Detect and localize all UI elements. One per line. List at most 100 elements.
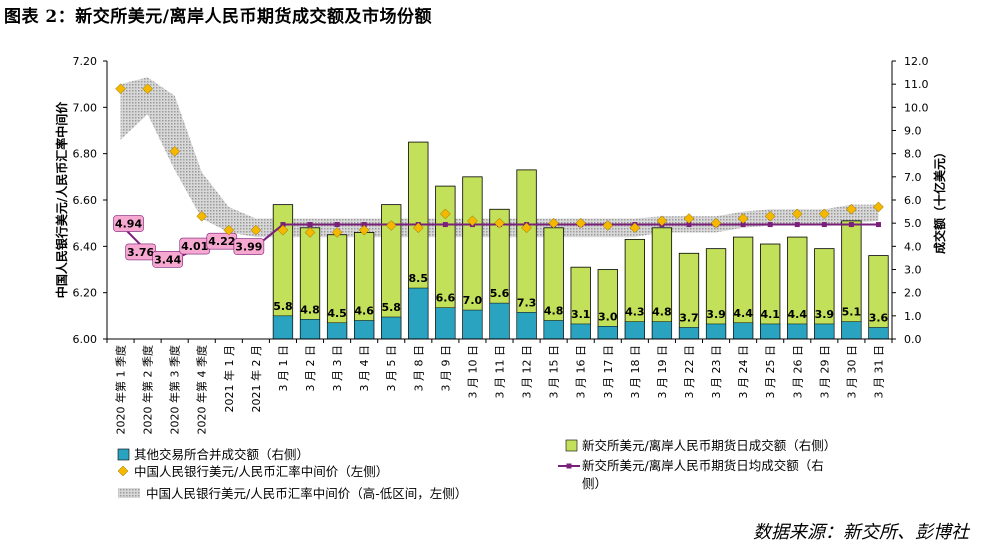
- x-tick-label: 3 月 23 日: [710, 345, 723, 399]
- legend-label-sgx: 新交所美元/离岸人民币期货日成交额（右侧）: [582, 438, 836, 453]
- average-label: 4.22: [208, 235, 235, 248]
- sgx-volume-label: 5.8: [273, 300, 293, 313]
- left-tick-label: 6.20: [73, 287, 98, 300]
- sgx-volume-label: 3.0: [598, 310, 618, 323]
- sgx-volume-label: 3.9: [706, 308, 726, 321]
- other-volume-bar: [543, 320, 564, 340]
- other-volume-bar: [787, 323, 808, 340]
- legend-label-avg-line2: 侧）: [582, 476, 607, 491]
- average-marker: [334, 222, 340, 228]
- other-volume-bar: [868, 327, 889, 340]
- right-tick-label: 9.0: [904, 125, 922, 138]
- right-tick-label: 5.0: [904, 217, 922, 230]
- other-volume-bar: [435, 307, 456, 340]
- x-tick-label: 2020 年第 4 季度: [195, 345, 209, 434]
- left-tick-label: 7.00: [73, 101, 98, 114]
- fixing-diamond: [385, 220, 397, 231]
- other-volume-bar: [462, 309, 483, 340]
- average-label: 4.01: [181, 240, 208, 253]
- left-tick-label: 6.40: [73, 240, 98, 253]
- average-marker: [361, 222, 367, 228]
- x-tick-label: 3 月 3 日: [331, 345, 344, 392]
- average-marker: [848, 222, 854, 228]
- x-tick-label: 3 月 25 日: [764, 345, 777, 399]
- x-tick-label: 3 月 10 日: [466, 345, 479, 399]
- x-tick-label: 3 月 26 日: [791, 345, 804, 399]
- left-tick-label: 7.20: [73, 55, 98, 68]
- x-tick-label: 3 月 2 日: [304, 345, 317, 392]
- right-tick-label: 12.0: [904, 55, 929, 68]
- fixing-markers: [115, 83, 884, 238]
- other-volume-bar: [814, 323, 835, 340]
- x-tick-label: 3 月 9 日: [439, 345, 452, 392]
- other-volume-bar: [841, 321, 862, 340]
- fixing-diamond: [115, 83, 126, 95]
- average-marker: [767, 222, 773, 228]
- average-label-box: [152, 251, 183, 268]
- chart-title: 图表 2：新交所美元/离岸人民币期货成交额及市场份额: [4, 7, 432, 27]
- other-volume-bar: [597, 326, 618, 340]
- average-marker: [280, 222, 286, 228]
- sgx-volume-bar: [678, 252, 700, 340]
- sgx-volume-label: 4.1: [760, 308, 780, 321]
- average-label: 4.94: [115, 218, 142, 231]
- axes: 6.00 6.20 6.40 6.60 6.80 7.00 7.20 0.0 1.0 2.0 3.0…: [54, 55, 947, 434]
- sgx-volume-bar: [841, 220, 862, 340]
- x-tick-label: 3 月 1 日: [277, 345, 290, 392]
- x-tick-label: 3 月 22 日: [683, 345, 696, 399]
- sgx-volume-label: 3.1: [571, 308, 591, 321]
- sgx-volume-label: 4.4: [788, 308, 808, 321]
- sgx-volume-label: 4.8: [300, 303, 320, 316]
- sgx-volume-label: 7.3: [517, 296, 537, 309]
- sgx-volume-bar: [868, 255, 889, 340]
- other-volume-bar: [516, 312, 537, 340]
- legend-label-avg-line1: 新交所美元/离岸人民币期货日均成交额（右: [582, 458, 824, 473]
- x-tick-label: 3 月 4 日: [358, 345, 371, 392]
- fixing-range-area: [120, 77, 879, 238]
- x-tick-label: 3 月 12 日: [521, 345, 534, 399]
- average-label-box: [233, 238, 265, 255]
- left-axis-title: 中国人民银行美元/人民币汇率中间价: [54, 101, 69, 298]
- sgx-volume-label: 3.7: [679, 311, 699, 324]
- right-tick-label: 8.0: [904, 148, 922, 161]
- fixing-diamond: [250, 224, 262, 236]
- legend-swatch-avg-marker: [566, 463, 572, 469]
- x-tick-label: 3 月 19 日: [656, 345, 669, 399]
- other-volume-bar: [570, 323, 591, 340]
- fixing-diamond: [710, 217, 722, 229]
- x-tick-label: 3 月 24 日: [737, 345, 750, 399]
- other-volume-bar: [300, 319, 321, 340]
- right-tick-label: 2.0: [904, 287, 922, 300]
- fixing-range-band: [120, 77, 879, 238]
- x-tick-label: 2020 年第 3 季度: [168, 345, 182, 434]
- right-axis-title: 成交额（十亿美元）: [932, 146, 947, 254]
- legend-label-fixing: 中国人民银行美元/人民币汇率中间价（左侧）: [134, 464, 388, 479]
- x-tick-label: 3 月 11 日: [494, 345, 507, 399]
- average-label: 3.76: [127, 246, 154, 259]
- right-tick-label: 1.0: [904, 310, 922, 323]
- fixing-diamond: [791, 208, 803, 220]
- other-volume-bar: [354, 320, 375, 340]
- other-volume-bar: [381, 316, 402, 340]
- sgx-volume-label: 3.9: [815, 308, 835, 321]
- left-tick-label: 6.60: [73, 194, 98, 207]
- x-tick-label: 3 月 18 日: [629, 345, 642, 399]
- average-marker: [875, 222, 881, 228]
- fixing-diamond: [764, 210, 776, 222]
- average-marker: [307, 222, 313, 228]
- sgx-volume-label: 4.4: [733, 307, 753, 320]
- fixing-diamond: [602, 220, 614, 231]
- other-volume-bar: [733, 322, 754, 340]
- sgx-volume-label: 7.0: [463, 294, 483, 307]
- fixing-diamond: [575, 217, 587, 229]
- fixing-diamond: [683, 213, 695, 224]
- x-tick-label: 3 月 8 日: [412, 345, 425, 392]
- sgx-volume-label: 6.6: [436, 292, 456, 305]
- average-marker: [821, 222, 827, 228]
- legend-swatch-range: [118, 488, 140, 498]
- left-tick-label: 6.80: [73, 148, 98, 161]
- sgx-volume-label: 4.5: [327, 307, 347, 320]
- fixing-diamond: [846, 203, 857, 215]
- x-tick-label: 3 月 16 日: [575, 345, 588, 399]
